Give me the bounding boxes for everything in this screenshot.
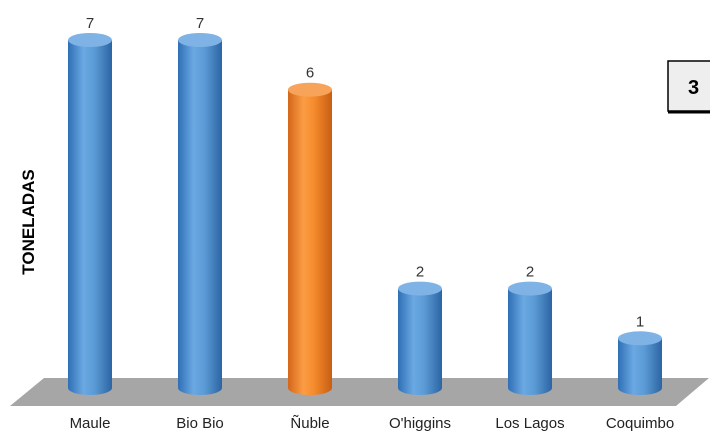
category-labels-group: Maule Bio Bio Ñuble O'higgins Los Lagos Coqui… — [70, 415, 675, 432]
bar-body — [508, 288, 552, 395]
bar-top — [288, 82, 332, 97]
data-label: 1 — [636, 313, 644, 330]
bar-coquimbo — [618, 331, 662, 395]
bar-ñuble — [288, 82, 332, 395]
data-labels-group: 7 7 6 2 2 1 — [86, 15, 644, 330]
data-label: 6 — [306, 65, 314, 82]
data-label: 7 — [86, 15, 94, 32]
x-tick-label: Ñuble — [290, 415, 329, 432]
bar-body — [288, 89, 332, 395]
x-tick-label: Los Lagos — [495, 415, 564, 432]
x-tick-label: O'higgins — [389, 415, 451, 432]
bar-top — [68, 33, 112, 47]
x-tick-label: Coquimbo — [606, 415, 674, 432]
y-axis-label: TONELADAS — [19, 169, 38, 274]
badge-text: 3 — [688, 77, 699, 99]
x-tick-label: Bio Bio — [176, 415, 224, 432]
bar-body — [618, 338, 662, 395]
bars-group — [68, 33, 662, 395]
bar-body — [398, 288, 442, 395]
chart-floor — [10, 378, 709, 406]
data-label: 2 — [416, 264, 424, 281]
badge: 3 — [667, 60, 710, 114]
bar-top — [618, 331, 662, 346]
bar-los-lagos — [508, 281, 552, 395]
bar-top — [508, 281, 552, 296]
bar-body — [68, 40, 112, 395]
bar-top — [398, 281, 442, 296]
bar-maule — [68, 33, 112, 395]
bar-bio-bio — [178, 33, 222, 395]
data-label: 2 — [526, 264, 534, 281]
bar-top — [178, 33, 222, 47]
bar-body — [178, 40, 222, 395]
data-label: 7 — [196, 15, 204, 32]
bar-o-higgins — [398, 281, 442, 395]
x-tick-label: Maule — [70, 415, 111, 432]
